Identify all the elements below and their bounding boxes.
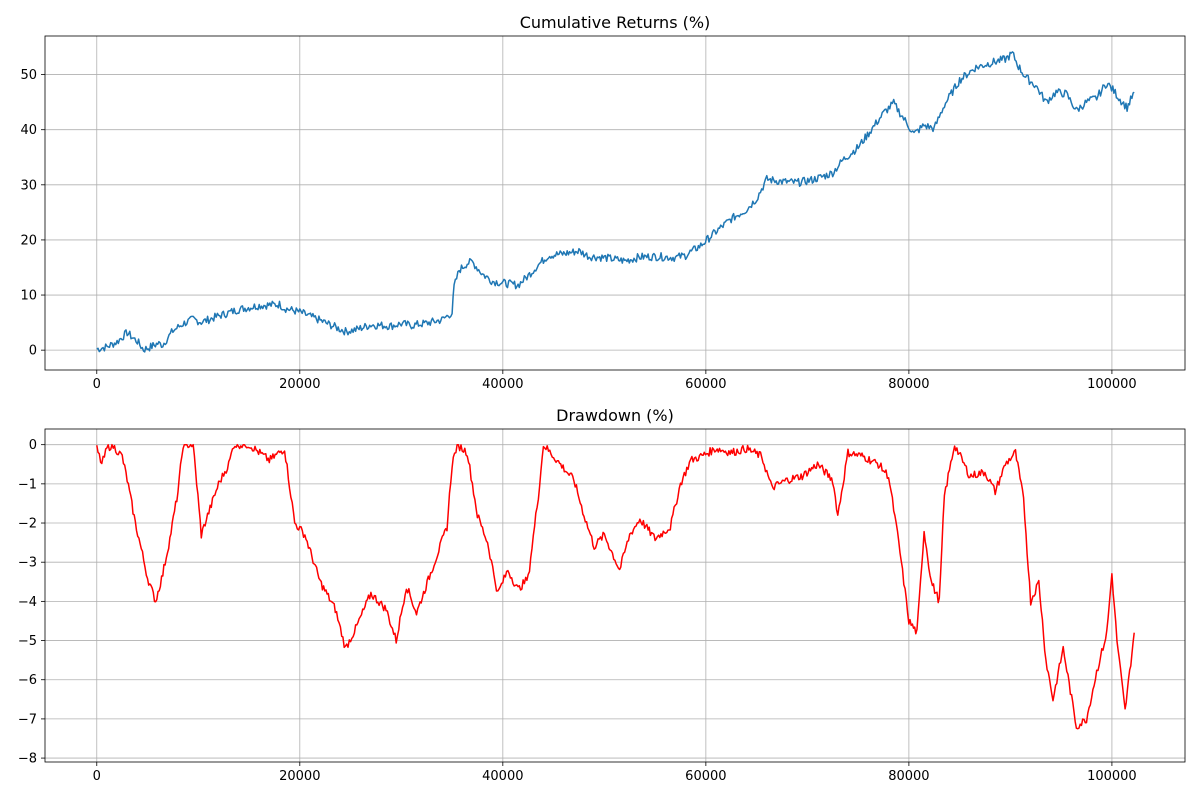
x-tick-label: 20000 (279, 377, 320, 392)
x-tick-label: 40000 (482, 377, 523, 392)
chart-title: Drawdown (%) (556, 406, 674, 425)
chart-title: Cumulative Returns (%) (520, 13, 711, 32)
x-tick-label: 60000 (685, 769, 726, 784)
chart-drawdown: Drawdown (%) 0 20000 40000 60000 80000 100000… (18, 406, 1186, 784)
y-tick-label: 50 (20, 68, 37, 83)
series-line (96, 443, 1135, 730)
x-tick-label: 100000 (1087, 377, 1137, 392)
y-tick-label: 0 (29, 344, 37, 359)
y-tick-label: −8 (18, 752, 37, 767)
x-tick-label: 80000 (888, 377, 929, 392)
y-tick-label: −4 (18, 595, 37, 610)
y-tick-label: −3 (18, 556, 37, 571)
y-tick-label: −6 (18, 673, 37, 688)
x-tick-label: 0 (93, 769, 101, 784)
y-tick-label: 0 (29, 438, 37, 453)
y-tick-label: 10 (20, 289, 37, 304)
x-tick-label: 80000 (888, 769, 929, 784)
chart-cumulative-returns: Cumulative Returns (%) 0 20000 40000 60000 8… (20, 13, 1186, 392)
plot-frame (44, 35, 1186, 371)
series-line (96, 51, 1135, 353)
x-tick-label: 0 (93, 377, 101, 392)
y-tick-label: −2 (18, 517, 37, 532)
y-tick-label: 40 (20, 123, 37, 138)
y-tick-label: 20 (20, 233, 37, 248)
x-tick-label: 60000 (685, 377, 726, 392)
y-tick-label: −7 (18, 712, 37, 727)
y-tick-label: −5 (18, 634, 37, 649)
y-tick-label: −1 (18, 477, 37, 492)
x-tick-label: 40000 (482, 769, 523, 784)
x-tick-label: 20000 (279, 769, 320, 784)
plot-frame (44, 428, 1186, 763)
x-tick-label: 100000 (1087, 769, 1137, 784)
y-tick-label: 30 (20, 178, 37, 193)
